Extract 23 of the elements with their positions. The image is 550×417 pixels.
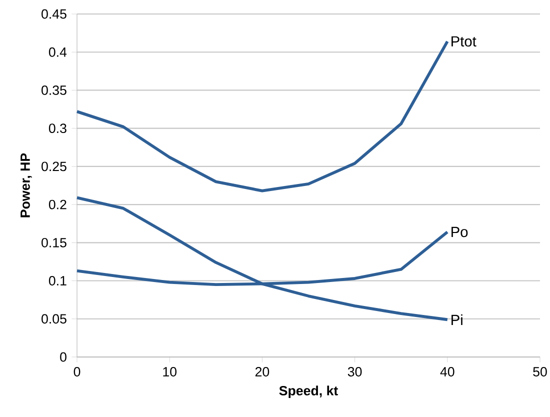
y-tick-label: 0 bbox=[60, 352, 66, 362]
x-tick-label: 0 bbox=[74, 367, 80, 376]
y-tick-label: 0.4 bbox=[48, 47, 67, 57]
y-tick-label: 0.15 bbox=[42, 238, 66, 248]
x-tick-label: 30 bbox=[348, 367, 362, 376]
x-tick-label: 20 bbox=[255, 367, 270, 376]
x-tick-label: 40 bbox=[440, 367, 454, 376]
x-tick-label: 50 bbox=[533, 367, 547, 376]
series-label: Ptot bbox=[452, 36, 476, 47]
line-series bbox=[76, 40, 449, 192]
y-tick-label: 0.45 bbox=[42, 9, 66, 19]
y-tick-label: 0.35 bbox=[42, 86, 66, 95]
x-tick-label: 10 bbox=[163, 367, 176, 376]
y-tick-label: 0.1 bbox=[48, 276, 66, 286]
y-tick-label: 0.3 bbox=[48, 124, 66, 134]
line-series bbox=[76, 196, 449, 322]
y-axis-title: Power, HP bbox=[20, 153, 32, 218]
y-tick-label: 0.25 bbox=[42, 162, 66, 172]
x-axis-title: Speed, kt bbox=[279, 386, 338, 398]
series-label: Po bbox=[452, 226, 468, 238]
series-label: Pi bbox=[452, 314, 462, 325]
y-tick-label: 0.05 bbox=[42, 314, 66, 324]
y-tick-label: 0.2 bbox=[48, 200, 66, 210]
